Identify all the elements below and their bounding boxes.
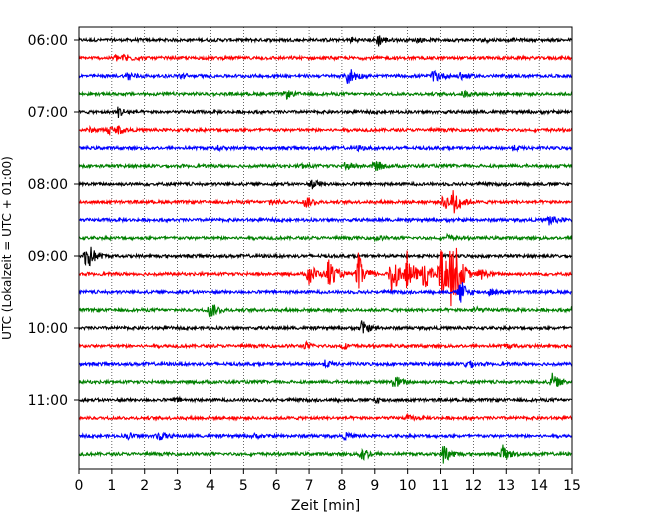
trace-1145 <box>78 444 573 464</box>
trace-0615 <box>78 53 573 62</box>
y-tick-label: 11:00 <box>28 393 68 409</box>
x-tick-label: 8 <box>337 478 346 494</box>
trace-1030 <box>78 359 573 369</box>
trace-0715 <box>78 124 573 137</box>
x-tick-label: 3 <box>173 478 182 494</box>
trace-0745 <box>78 160 573 172</box>
y-axis-title: UTC (Lokalzeit = UTC + 01:00) <box>0 156 14 340</box>
x-axis-title: Zeit [min] <box>291 498 360 514</box>
y-tick-label: 07:00 <box>28 105 68 121</box>
x-tick-label: 7 <box>305 478 314 494</box>
trace-0815 <box>78 190 573 214</box>
x-tick-label: 0 <box>75 478 84 494</box>
trace-0645 <box>78 89 573 100</box>
x-axis-ticks: 0 1 2 3 4 5 6 7 8 9 10 11 12 13 14 15 <box>75 469 581 494</box>
x-tick-label: 1 <box>107 478 116 494</box>
trace-0945 <box>78 304 573 318</box>
y-tick-label: 08:00 <box>28 177 68 193</box>
trace-0900 <box>78 246 573 267</box>
y-tick-label: 09:00 <box>28 249 68 265</box>
y-axis-ticks: 06:00 07:00 08:00 09:00 10:00 11:00 <box>28 33 79 409</box>
x-tick-label: 12 <box>464 478 482 494</box>
trace-0630 <box>78 69 573 84</box>
trace-1130 <box>78 431 573 442</box>
x-tick-label: 13 <box>497 478 515 494</box>
x-tick-label: 9 <box>370 478 379 494</box>
trace-1100 <box>78 395 573 404</box>
trace-1000 <box>78 320 573 334</box>
trace-1045 <box>78 372 573 387</box>
x-tick-label: 5 <box>239 478 248 494</box>
trace-0830 <box>78 215 573 226</box>
trace-0700 <box>78 106 573 119</box>
x-tick-label: 2 <box>140 478 149 494</box>
trace-0915 <box>78 247 573 307</box>
x-tick-label: 4 <box>206 478 215 494</box>
x-tick-label: 14 <box>530 478 548 494</box>
seismic-traces <box>78 35 573 464</box>
x-tick-label: 6 <box>272 478 281 494</box>
x-tick-label: 11 <box>432 478 450 494</box>
trace-0800 <box>78 179 573 190</box>
x-tick-label: 15 <box>563 478 581 494</box>
trace-0600 <box>78 35 573 47</box>
trace-1115 <box>78 412 573 422</box>
trace-0845 <box>78 232 573 243</box>
y-tick-label: 06:00 <box>28 33 68 49</box>
x-tick-label: 10 <box>399 478 417 494</box>
trace-0930 <box>78 282 573 303</box>
trace-1015 <box>78 340 573 351</box>
trace-0730 <box>78 144 573 153</box>
plot-frame <box>78 26 573 470</box>
y-tick-label: 10:00 <box>28 321 68 337</box>
